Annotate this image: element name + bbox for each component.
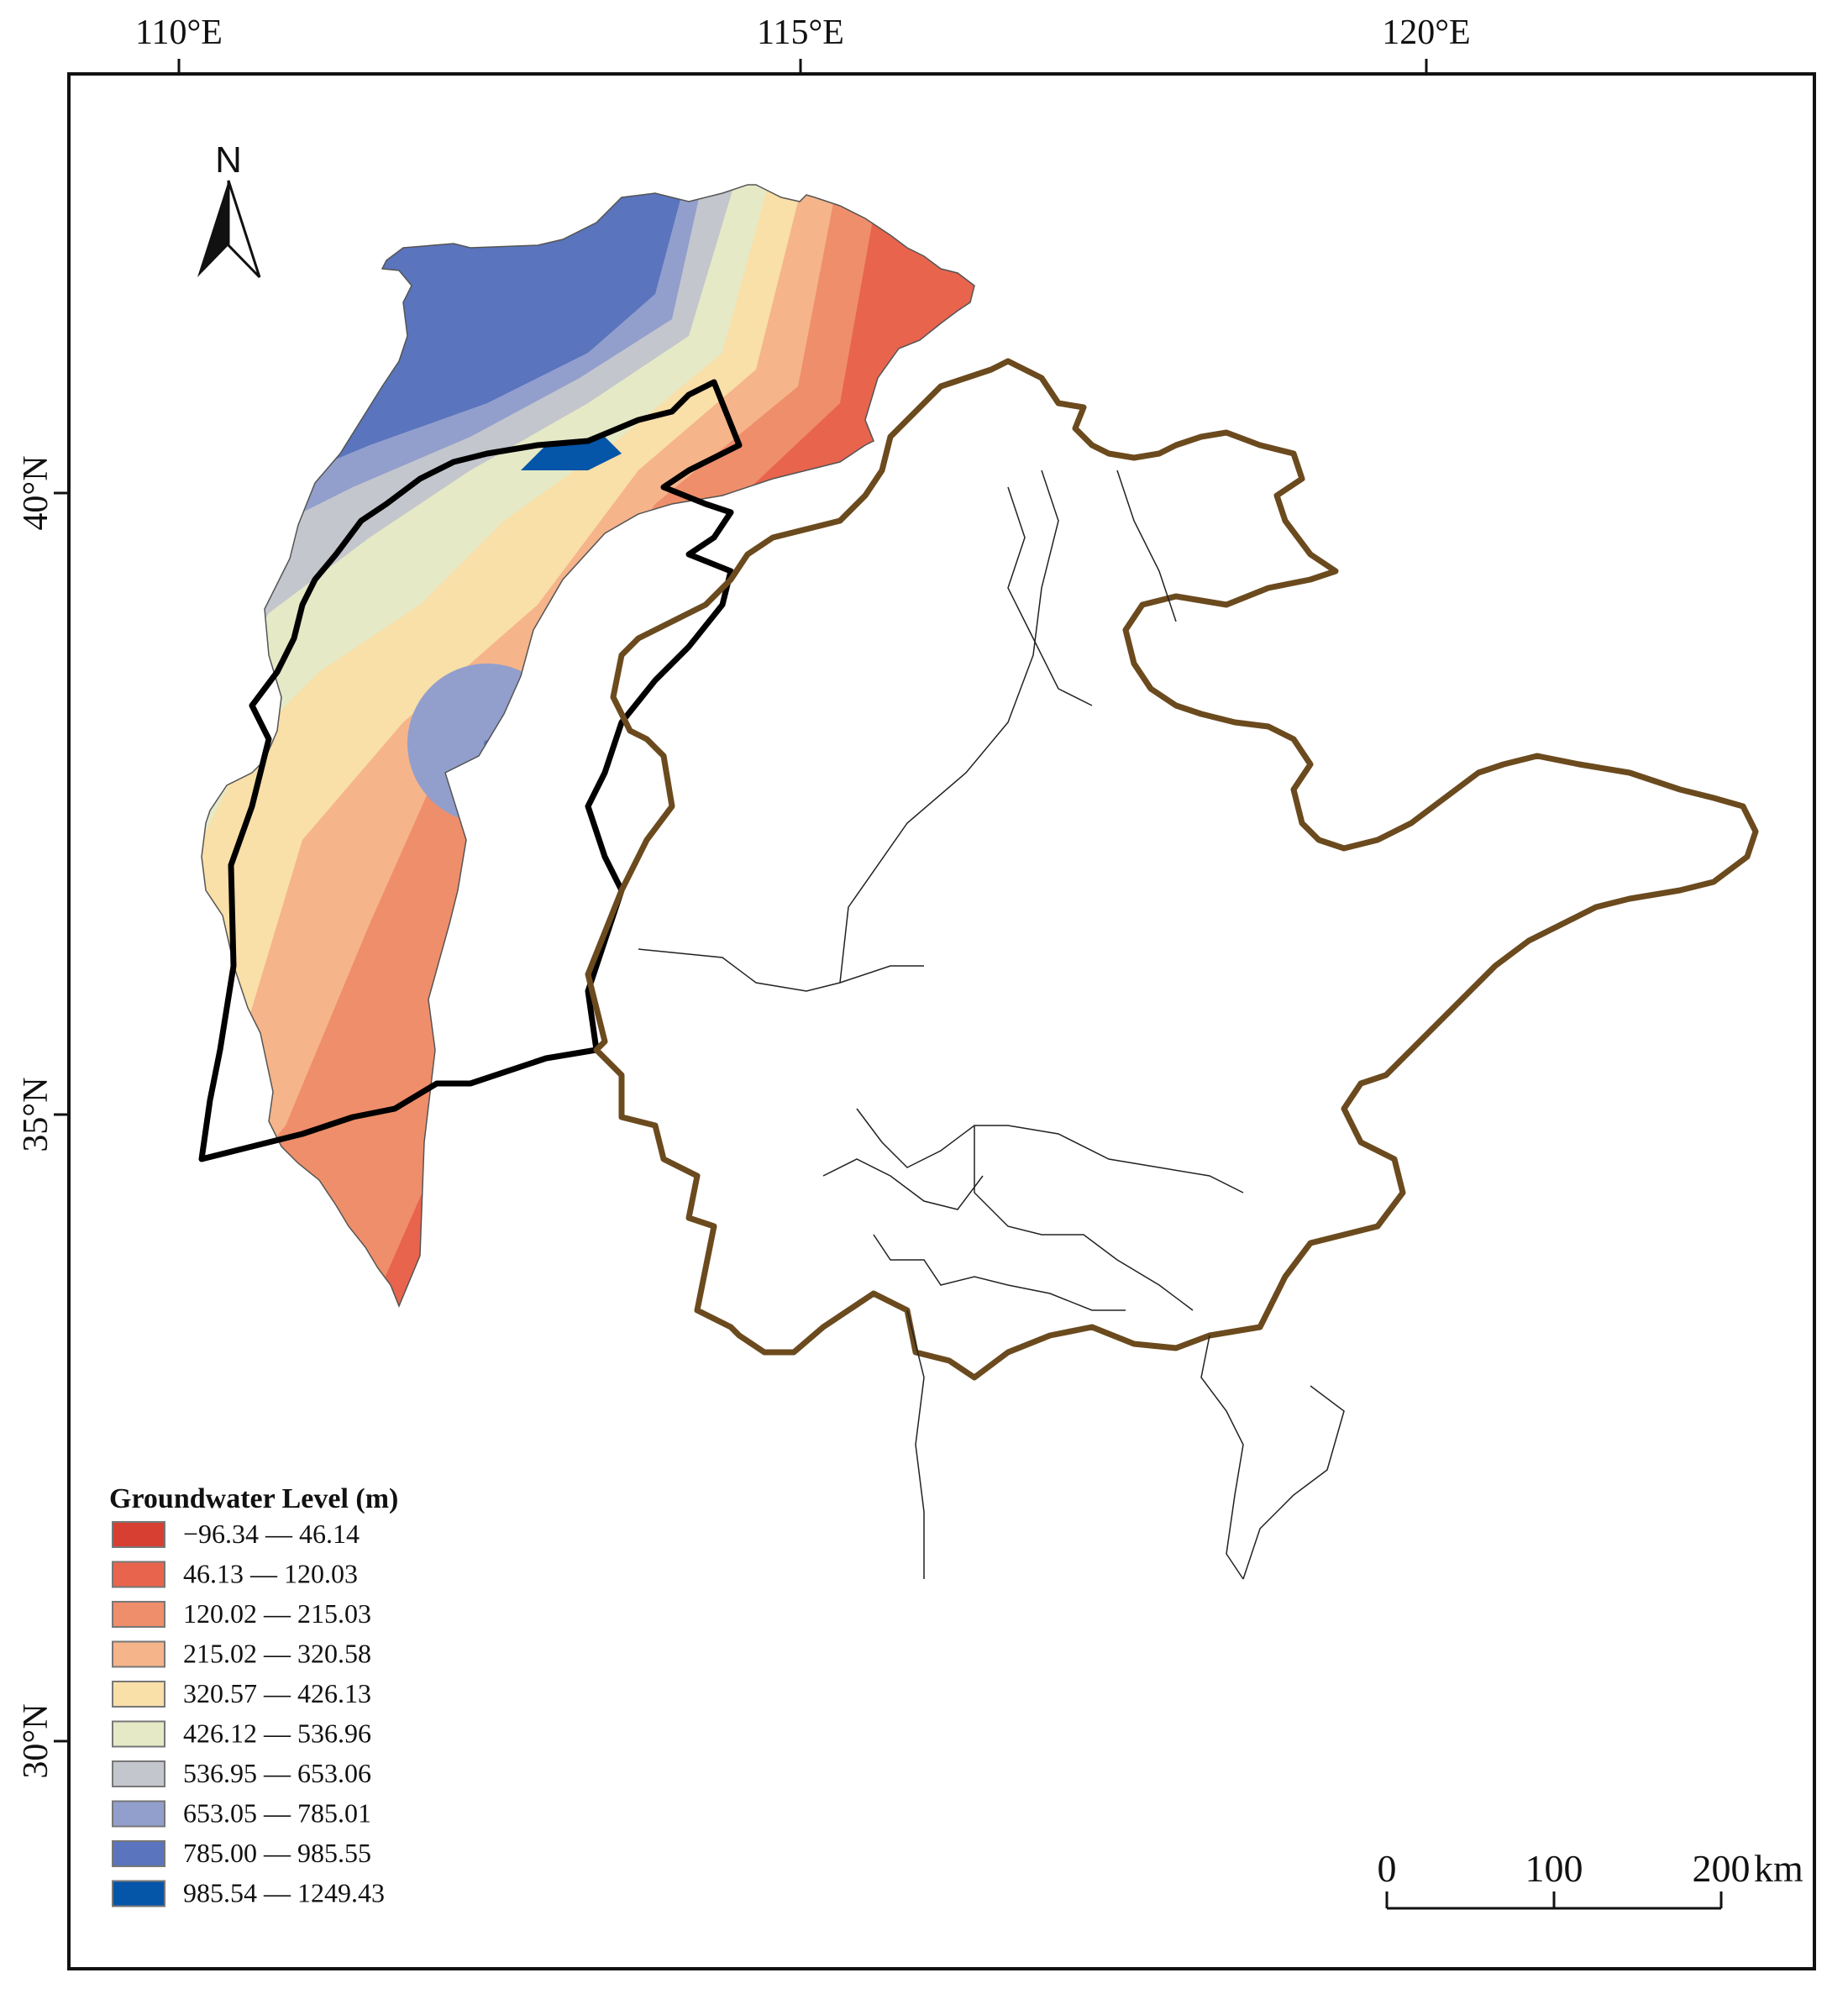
- legend-swatch: [112, 1561, 165, 1588]
- north-arrow-icon: [197, 181, 228, 277]
- latitude-label-35: 35°N: [17, 1077, 55, 1152]
- legend-label: 120.02 — 215.03: [183, 1598, 371, 1629]
- scale-label-100: 100: [1525, 1847, 1583, 1890]
- legend-swatch: [112, 1840, 165, 1867]
- legend-swatch: [112, 1681, 165, 1708]
- legend-label: 536.95 — 653.06: [183, 1758, 371, 1788]
- legend-swatch: [112, 1760, 165, 1787]
- latitude-label-40: 40°N: [17, 455, 55, 530]
- region-boundary-black: [198, 379, 743, 1162]
- legend-items: −96.34 — 46.14 46.13 — 120.03 120.02 — 215…: [112, 1519, 385, 1908]
- study-area-outline: [201, 184, 975, 1308]
- legend: Groundwater Level (m) −96.34 — 46.14 46.1…: [109, 1483, 398, 1908]
- legend-label: 46.13 — 120.03: [183, 1559, 358, 1589]
- scale-label-200: 200: [1693, 1847, 1751, 1890]
- north-arrow: N: [197, 139, 261, 279]
- legend-swatch: [112, 1601, 165, 1628]
- scale-label-0: 0: [1378, 1847, 1397, 1890]
- legend-label: 785.00 — 985.55: [183, 1838, 371, 1868]
- latitude-ticks: [54, 491, 69, 1743]
- longitude-label-115: 115°E: [757, 13, 844, 52]
- longitude-ticks: [177, 59, 1428, 74]
- legend-swatch: [112, 1880, 165, 1907]
- legend-label: −96.34 — 46.14: [183, 1519, 360, 1549]
- legend-swatch: [112, 1800, 165, 1828]
- province-boundary-brown: [585, 358, 1759, 1381]
- internal-boundaries: [638, 470, 1345, 1580]
- legend-swatch: [112, 1521, 165, 1548]
- legend-label: 320.57 — 426.13: [183, 1678, 371, 1708]
- legend-label: 426.12 — 536.96: [183, 1718, 371, 1749]
- scale-unit: km: [1754, 1847, 1803, 1890]
- longitude-label-110: 110°E: [135, 13, 223, 52]
- legend-title: Groundwater Level (m): [109, 1483, 398, 1514]
- legend-label: 215.02 — 320.58: [183, 1639, 371, 1669]
- legend-swatch: [112, 1640, 165, 1668]
- latitude-label-30: 30°N: [17, 1703, 55, 1778]
- legend-label: 985.54 — 1249.43: [183, 1878, 385, 1908]
- legend-label: 653.05 — 785.01: [183, 1798, 371, 1828]
- scale-bar: [1385, 1891, 1723, 1910]
- longitude-label-120: 120°E: [1382, 13, 1470, 52]
- north-label: N: [215, 139, 242, 181]
- legend-swatch: [112, 1720, 165, 1748]
